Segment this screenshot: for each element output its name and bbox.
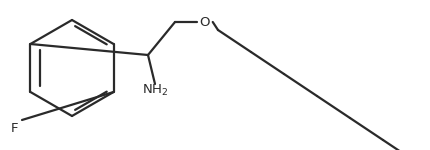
Text: F: F [10,122,18,135]
Text: O: O [200,15,210,28]
Text: NH$_2$: NH$_2$ [142,82,168,98]
